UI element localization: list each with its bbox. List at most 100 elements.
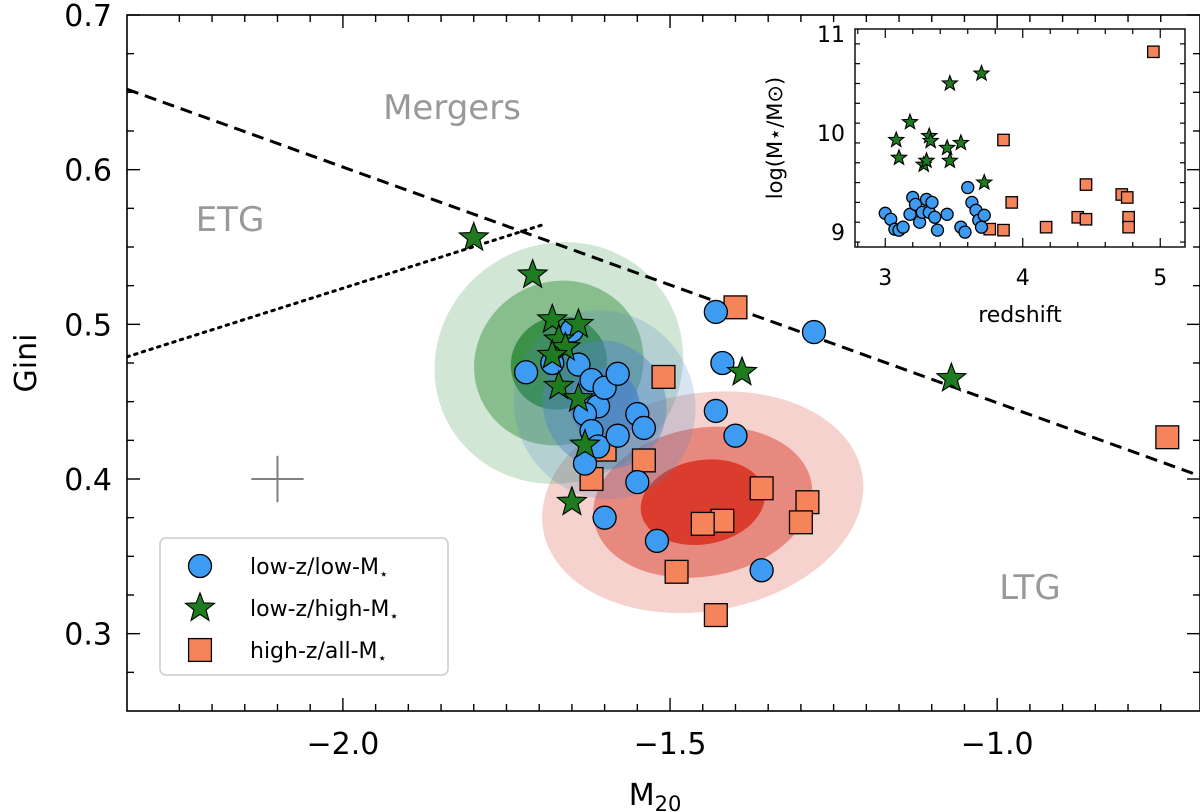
inset-y-tick-label: 11 — [817, 23, 845, 48]
point-star-5 — [549, 330, 582, 362]
inset-point-star-9 — [951, 133, 970, 151]
point-square-10 — [664, 559, 689, 584]
legend-marker-square — [187, 637, 213, 663]
point-circle-16 — [625, 469, 650, 495]
inset-frame — [854, 28, 1186, 248]
x-tick-label: −2.0 — [306, 727, 379, 762]
inset-y-tick-label: 9 — [831, 221, 845, 246]
inset-point-square-4 — [1039, 220, 1053, 234]
region-label-mergers: Mergers — [383, 88, 521, 128]
legend-marker-star — [184, 591, 216, 622]
inset-point-square-2 — [997, 133, 1010, 147]
inset-point-circle-4 — [896, 220, 910, 234]
point-star-11 — [726, 355, 758, 386]
inset-point-circle-13 — [928, 210, 942, 224]
inset-x-tick-label: 5 — [1153, 266, 1167, 291]
inset-point-circle-21 — [974, 220, 989, 234]
point-star-10 — [555, 485, 588, 516]
point-star-7 — [542, 369, 575, 400]
legend-marker-circle — [187, 553, 213, 579]
point-star-6 — [536, 338, 569, 369]
point-circle-15 — [592, 505, 617, 530]
inset-point-square-7 — [1079, 212, 1093, 226]
point-circle-14 — [572, 451, 598, 476]
inset-axes: 3 4 5 9 10 11 — [817, 23, 1185, 291]
legend-label: low-z/low-M⋆ — [250, 555, 388, 583]
inset-point-circle-22 — [977, 208, 991, 222]
inset-point-star-0 — [887, 130, 906, 148]
y-tick-label: 0.4 — [64, 463, 112, 498]
point-circle-0 — [513, 360, 539, 385]
legend-box — [159, 537, 449, 676]
inset-point-circle-17 — [961, 180, 975, 195]
main-plot: Mergers ETG LTG −2.0 −1.5 −1.0 0.3 0.4 0.5 0.6… — [9, 0, 1200, 812]
x-tick-label: −1.0 — [961, 727, 1034, 762]
inset-x-tick-label: 4 — [1016, 266, 1030, 291]
region-labels: Mergers ETG LTG — [196, 88, 1061, 608]
point-square-1 — [651, 364, 676, 389]
inset-point-star-12 — [917, 151, 936, 169]
y-tick-label: 0.3 — [64, 618, 112, 653]
legend-label: high-z/all-M⋆ — [250, 639, 387, 667]
inset-data-points — [878, 45, 1160, 239]
x-axis-label: M20 — [629, 778, 682, 812]
point-star-0 — [457, 220, 490, 252]
inset-point-square-9 — [1120, 191, 1134, 204]
point-circle-17 — [644, 528, 670, 554]
x-tick-label: −1.5 — [634, 727, 707, 762]
point-circle-18 — [703, 299, 728, 325]
point-square-8 — [690, 511, 715, 536]
region-label-ltg: LTG — [999, 568, 1060, 608]
point-star-2 — [536, 302, 569, 334]
inset-point-circle-23 — [958, 225, 972, 239]
classification-lines — [127, 87, 1200, 478]
y-axis-label: Gini — [9, 334, 44, 393]
y-tick-label: 0.5 — [64, 308, 112, 343]
point-circle-22 — [801, 319, 827, 345]
point-star-8 — [562, 381, 595, 413]
inset-y-tick-label: 10 — [817, 122, 845, 147]
inset-point-star-7 — [940, 151, 959, 169]
main-axes: −2.0 −1.5 −1.0 0.3 0.4 0.5 0.6 0.7 — [64, 0, 1200, 762]
legend-label: low-z/high-M⋆ — [250, 597, 399, 625]
inset-point-square-6 — [1079, 178, 1093, 191]
point-square-6 — [795, 490, 820, 515]
point-square-5 — [749, 476, 774, 501]
inset-point-star-6 — [938, 138, 957, 156]
point-circle-23 — [749, 558, 774, 583]
point-square-11 — [703, 603, 728, 628]
point-square-3 — [631, 448, 656, 473]
typical-error-cross — [251, 455, 304, 503]
point-star-9 — [569, 428, 601, 459]
inset-point-circle-15 — [940, 207, 954, 221]
inset-point-square-3 — [1005, 196, 1019, 209]
point-circle-13 — [631, 415, 657, 441]
point-star-3 — [562, 307, 595, 338]
point-square-12 — [1155, 425, 1180, 450]
point-star-1 — [516, 258, 549, 289]
inset-point-star-1 — [889, 148, 909, 166]
merger-boundary-line — [127, 87, 1200, 478]
point-circle-11 — [605, 423, 630, 448]
inset-point-square-1 — [997, 223, 1010, 237]
inset-point-square-11 — [1122, 220, 1135, 234]
etg-ltg-boundary-line — [127, 222, 548, 359]
inset-y-axis-label: log(M⋆/M⊙) — [763, 77, 787, 199]
point-circle-20 — [703, 398, 728, 424]
inset-x-tick-label: 3 — [878, 266, 892, 291]
point-circle-19 — [710, 350, 735, 376]
point-circle-7 — [605, 361, 630, 386]
inset-point-square-12 — [1147, 45, 1160, 59]
point-circle-21 — [723, 423, 748, 448]
y-tick-label: 0.7 — [64, 0, 112, 34]
inset-point-star-11 — [975, 173, 994, 191]
region-label-etg: ETG — [196, 200, 265, 240]
inset-point-circle-12 — [925, 195, 939, 210]
inset-point-star-8 — [940, 73, 959, 92]
inset-point-star-2 — [900, 112, 920, 130]
point-star-12 — [935, 361, 968, 393]
inset-point-star-10 — [972, 64, 991, 82]
inset-plot: 3 4 5 9 10 11 redshift log(M⋆/M⊙) — [763, 23, 1186, 328]
inset-point-circle-5 — [903, 207, 917, 221]
